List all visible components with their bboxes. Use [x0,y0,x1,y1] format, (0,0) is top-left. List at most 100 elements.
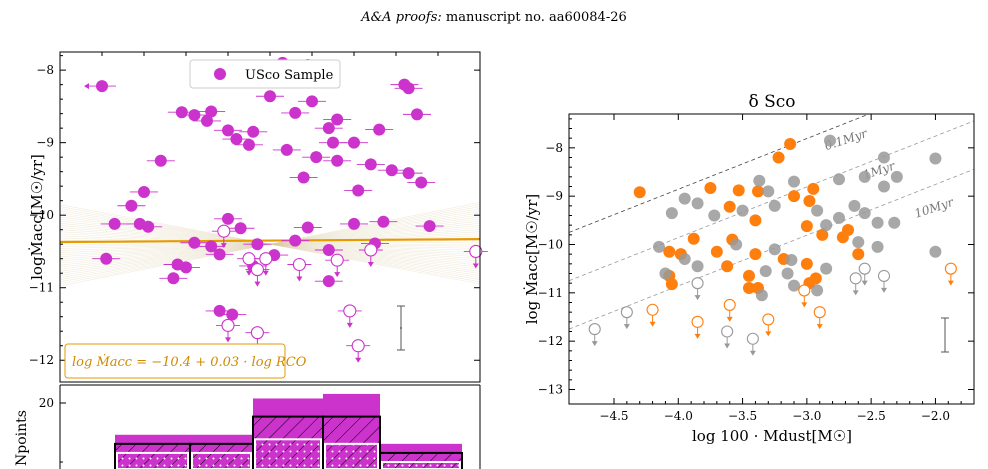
grey-data-point [858,170,871,183]
usco-data-point [365,123,394,136]
point-marker [753,174,766,187]
point-marker [820,219,833,232]
grey-data-point [890,170,903,183]
limit-marker [351,339,365,353]
usco-data-point [214,212,242,225]
orange-data-point [704,181,717,194]
orange-data-point [687,232,700,245]
grey-data-point [852,236,865,249]
orange-data-point [721,260,734,273]
point-marker [803,195,816,207]
limit-arrow-head [355,357,362,363]
limit-marker [944,262,957,275]
point-marker [633,186,646,199]
hist-bar-upper [254,438,322,469]
usco-data-point [289,171,318,184]
point-marker [929,245,942,258]
hist-bar-upper [324,442,379,469]
usco-data-point [172,261,200,274]
grey-data-point [820,219,833,232]
limit-marker [588,323,601,336]
usco-upper-limit [337,304,362,328]
right-y-tick-label: −11 [538,286,563,300]
point-marker [385,164,398,177]
point-marker [247,125,260,138]
usco-data-point [235,138,263,151]
grey-data-point [848,199,861,212]
usco-upper-limit [346,339,371,363]
grey-data-point [691,197,704,210]
point-marker [377,215,390,228]
limit-arrow-head [947,280,954,286]
left-y-tick-label: −11 [29,281,54,295]
point-marker [736,204,749,217]
orange-data-point [743,282,755,294]
usco-data-point [293,221,322,234]
limit-arrow-head [816,324,823,330]
point-marker [743,282,755,294]
limit-arrow-head [334,272,341,278]
grey-data-point [788,175,800,188]
point-marker [230,133,243,146]
point-marker [842,224,854,236]
fit-equation-label: log Ṁacc = −10.4 + 0.03 · log RCO [72,353,307,370]
grey-data-point [708,209,721,222]
point-marker [665,207,678,220]
limit-arrow-head [852,290,859,296]
grey-limits-marker [877,269,891,293]
usco-data-point [180,236,209,249]
limit-marker [364,243,378,257]
limit-marker [691,315,704,328]
orange-limits-marker [798,284,811,308]
right-y-tick-label: −13 [538,383,563,397]
limit-marker [469,244,483,259]
left-y-axis-label: logṀacc[M☉/yr] [28,154,46,280]
grey-data-point [871,240,884,253]
usco-data-point [256,90,284,103]
point-marker [788,190,800,203]
point-marker [768,199,781,212]
point-marker [213,248,226,261]
point-marker [691,197,704,210]
point-marker [331,154,344,167]
point-marker [222,124,234,137]
usco-data-point [197,105,226,118]
limit-marker [762,313,775,326]
usco-data-point [314,122,343,135]
limit-marker [858,262,871,275]
limit-arrow-head [861,280,868,286]
point-marker [820,262,833,275]
point-marker [762,185,775,198]
orange-data-point [788,190,800,203]
limit-marker [343,304,357,318]
orange-data-point [723,200,736,213]
usco-data-point [344,184,373,197]
journal-name: A&A proofs: [361,10,442,25]
point-marker [772,151,785,164]
point-marker [878,151,890,164]
usco-data-point [239,125,268,138]
orange-data-point [809,272,822,285]
point-marker [785,253,798,266]
point-marker [234,222,247,235]
limit-arrow-head [591,341,598,347]
point-marker [858,207,871,220]
grey-limits-marker [691,277,704,301]
point-marker [201,114,213,127]
orange-limits-marker [646,303,659,327]
grey-data-point [820,262,833,275]
usco-data-point [222,133,251,146]
point-marker [402,167,415,180]
right-x-tick-label: −3.5 [728,409,757,423]
limit-marker [292,257,306,272]
limit-arrow-head [801,302,808,308]
point-marker [322,275,335,288]
usco-data-point [302,151,331,164]
orange-data-point [752,185,764,198]
grey-data-point [759,265,772,278]
orange-data-point [816,228,829,241]
point-marker [108,217,121,230]
left-limit-arrow [84,83,89,90]
limit-marker [813,306,826,319]
point-marker [280,143,293,156]
